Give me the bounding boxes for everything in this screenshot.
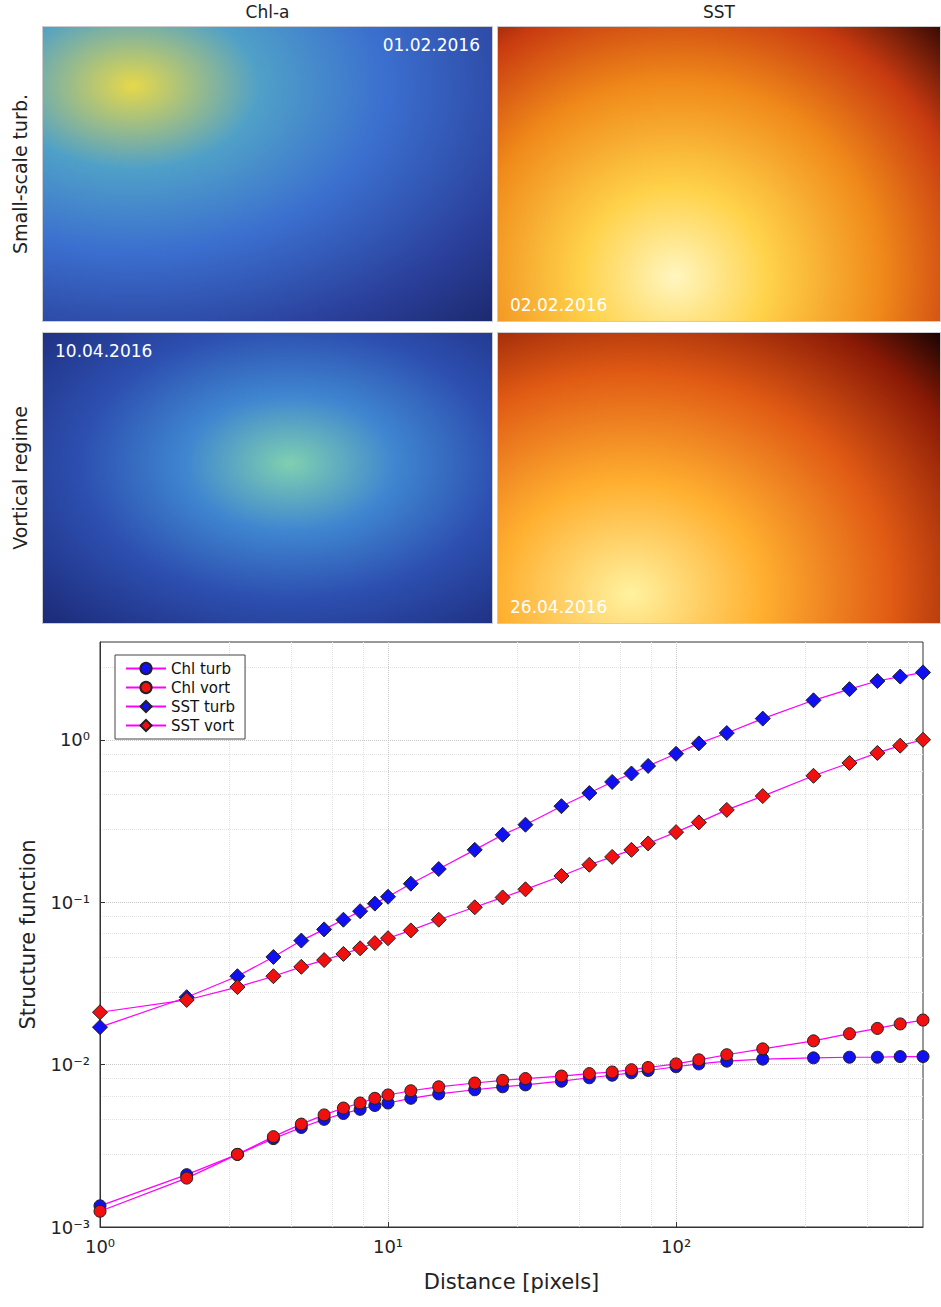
- svg-text:10⁻²: 10⁻²: [50, 1054, 90, 1075]
- svg-text:SST turb: SST turb: [171, 698, 235, 716]
- html-text:Small-scale turb.: Small-scale turb.: [9, 94, 31, 254]
- html-text:SST: SST: [703, 2, 735, 22]
- svg-text:Distance [pixels]: Distance [pixels]: [424, 1270, 600, 1294]
- html-text:10.04.2016: 10.04.2016: [55, 341, 153, 361]
- html-text:Chl-a: Chl-a: [245, 2, 290, 22]
- html-text:26.04.2016: 26.04.2016: [510, 597, 608, 617]
- html-text:02.02.2016: 02.02.2016: [510, 295, 608, 315]
- svg-text:Structure function: Structure function: [16, 839, 40, 1029]
- html-text:Vortical regime: Vortical regime: [9, 406, 31, 550]
- svg-text:Chl turb: Chl turb: [171, 660, 231, 678]
- html-text:01.02.2016: 01.02.2016: [382, 35, 480, 55]
- svg-text:SST vort: SST vort: [171, 717, 234, 735]
- svg-text:10¹: 10¹: [373, 1236, 403, 1257]
- svg-text:10⁰: 10⁰: [85, 1236, 115, 1257]
- svg-text:Chl vort: Chl vort: [171, 679, 230, 697]
- svg-text:10⁻¹: 10⁻¹: [50, 892, 90, 913]
- svg-text:10⁻³: 10⁻³: [50, 1217, 90, 1238]
- svg-text:10⁰: 10⁰: [60, 729, 90, 750]
- svg-text:10²: 10²: [661, 1236, 691, 1257]
